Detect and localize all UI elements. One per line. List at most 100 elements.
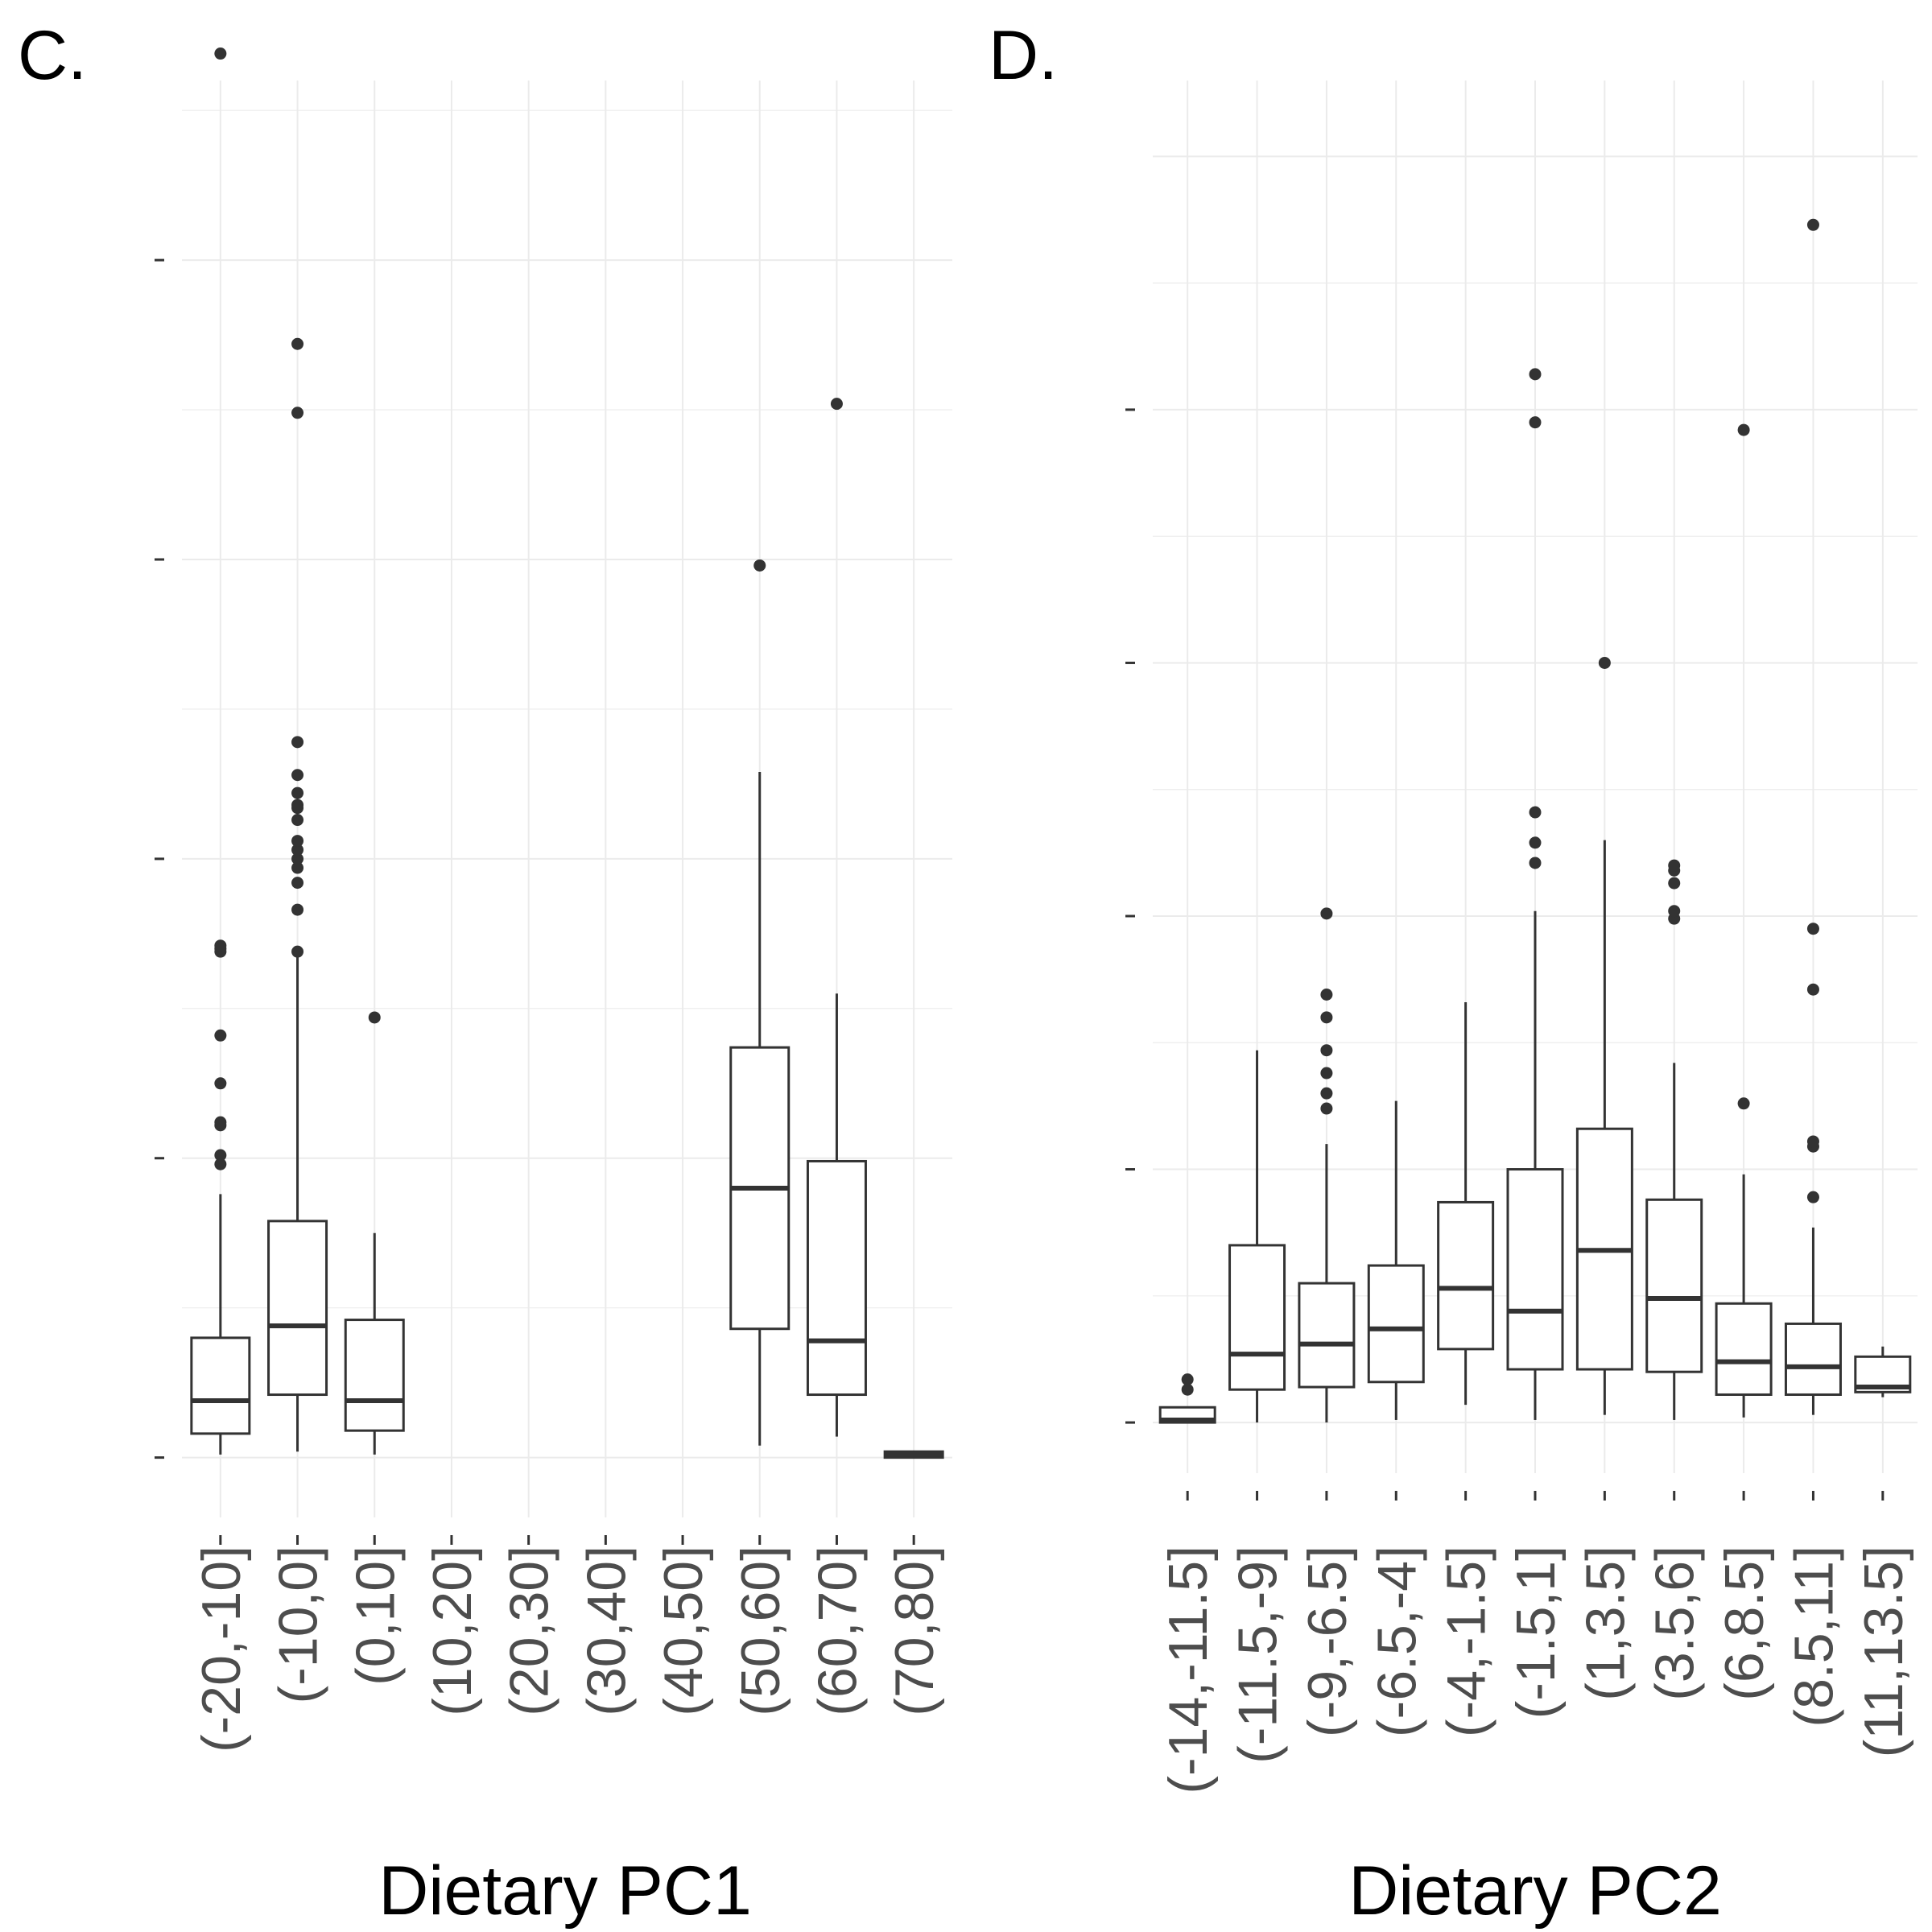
outlier-point [1668, 905, 1681, 918]
outlier-point [291, 407, 304, 419]
outlier-point [291, 786, 304, 799]
outlier-point [1181, 1383, 1194, 1396]
box-body [1367, 1264, 1425, 1384]
outlier-point [291, 877, 304, 890]
box-9 [883, 1450, 944, 1459]
box-body [1715, 1302, 1773, 1396]
panel-d: D. (-14,-11.5] (-11.5,-9] (-9,-6.5] (-6.5,-… [989, 17, 1918, 1930]
outlier-point [214, 1029, 227, 1042]
outlier-point [291, 835, 304, 848]
x-tick-label: (-10,0] [268, 1546, 329, 1704]
box-1 [1228, 1050, 1286, 1423]
outlier-point [214, 1149, 227, 1162]
outlier-point [1529, 416, 1542, 429]
outlier-point [291, 844, 304, 857]
box-body [267, 1220, 328, 1397]
x-tick-label: (30,40] [576, 1546, 637, 1716]
box-body [1784, 1322, 1842, 1396]
x-tick-label: (40,50] [653, 1546, 714, 1716]
outlier-point [1320, 1011, 1333, 1024]
outlier-point [291, 769, 304, 782]
box-7 [1645, 859, 1703, 1420]
outlier-point [291, 945, 304, 958]
box-1 [267, 337, 328, 1452]
outlier-point [291, 814, 304, 827]
outlier-point [291, 861, 304, 874]
x-tick-label: (0,10] [345, 1546, 406, 1686]
x-tick-label: (-4,-1.5] [1436, 1546, 1497, 1737]
box-7 [729, 559, 791, 1446]
panel-c-x-axis-title: Dietary PC1 [378, 1852, 752, 1930]
outlier-point [1320, 1067, 1333, 1080]
box-4 [1437, 1001, 1495, 1406]
box-0 [190, 47, 251, 1455]
outlier-point [1181, 1373, 1194, 1386]
box-body [1228, 1244, 1286, 1391]
panel-c-x-ticks [219, 1535, 915, 1545]
box-body [1298, 1282, 1356, 1389]
outlier-point [1806, 923, 1819, 935]
box-body [1437, 1200, 1495, 1351]
box-8 [806, 398, 867, 1437]
outlier-point [214, 1077, 227, 1090]
outlier-point [1529, 836, 1542, 849]
box-0 [1158, 1373, 1216, 1424]
outlier-point [830, 398, 843, 411]
box-10 [1854, 1346, 1912, 1397]
outlier-point [1320, 1044, 1333, 1057]
panel-d-x-ticks [1186, 1491, 1885, 1501]
outlier-point [1737, 423, 1750, 436]
panel-c-y-ticks [155, 258, 164, 1459]
box-body [190, 1336, 251, 1435]
panel-c-x-tick-labels: (-20,-10] (-10,0] (0,10] (10,20] (20,30] (30,… [191, 1546, 945, 1752]
outlier-point [214, 1116, 227, 1129]
outlier-point [291, 799, 304, 811]
outlier-point [214, 939, 227, 952]
x-tick-label: (-1.5,1] [1505, 1546, 1567, 1719]
outlier-point [1806, 1135, 1819, 1148]
x-tick-label: (-20,-10] [191, 1546, 252, 1752]
box-6 [1575, 656, 1633, 1415]
outlier-point [1320, 1087, 1333, 1100]
box-3 [1367, 1100, 1425, 1420]
x-tick-label: (70,80] [884, 1546, 945, 1716]
box-body [344, 1319, 405, 1432]
box-5 [1506, 368, 1564, 1420]
x-tick-label: (11,13.5] [1853, 1546, 1914, 1757]
x-tick-label: (-9,-6.5] [1297, 1546, 1358, 1737]
box-body [1506, 1168, 1564, 1371]
panel-d-x-tick-labels: (-14,-11.5] (-11.5,-9] (-9,-6.5] (-6.5,-4](… [1158, 1546, 1914, 1794]
outlier-point [1529, 368, 1542, 381]
panel-c: C. (-20,-10] (-10,0] (0,10] (10,20] (20,30](… [18, 17, 952, 1930]
outlier-point [1320, 907, 1333, 920]
box-body [1645, 1198, 1703, 1373]
outlier-point [1806, 1191, 1819, 1203]
outlier-point [1806, 983, 1819, 996]
panel-d-y-ticks [1125, 408, 1135, 1424]
outlier-point [291, 903, 304, 916]
box-2 [1298, 907, 1356, 1423]
outlier-point [214, 1158, 227, 1170]
outlier-point [1529, 806, 1542, 819]
outlier-point [1668, 859, 1681, 872]
x-tick-label: (-14,-11.5] [1158, 1546, 1219, 1794]
x-tick-label: (60,70] [807, 1546, 868, 1716]
x-tick-label: (50,60] [730, 1546, 791, 1716]
outlier-point [1806, 218, 1819, 231]
x-tick-label: (-6.5,-4] [1366, 1546, 1427, 1737]
box-body [806, 1159, 867, 1397]
box-9 [1784, 218, 1842, 1415]
outlier-point [291, 736, 304, 749]
outlier-point [1320, 1102, 1333, 1115]
x-tick-label: (-11.5,-9] [1228, 1546, 1289, 1764]
panel-c-boxes [190, 47, 944, 1459]
x-tick-label: (20,30] [499, 1546, 560, 1716]
panel-label-d: D. [989, 17, 1058, 94]
box-2 [344, 1011, 405, 1455]
outlier-point [753, 559, 766, 572]
outlier-point [1529, 857, 1542, 869]
panel-label-c: C. [18, 17, 87, 94]
x-tick-label: (8.5,11] [1783, 1546, 1844, 1728]
x-tick-label: (6,8.5] [1714, 1546, 1775, 1701]
